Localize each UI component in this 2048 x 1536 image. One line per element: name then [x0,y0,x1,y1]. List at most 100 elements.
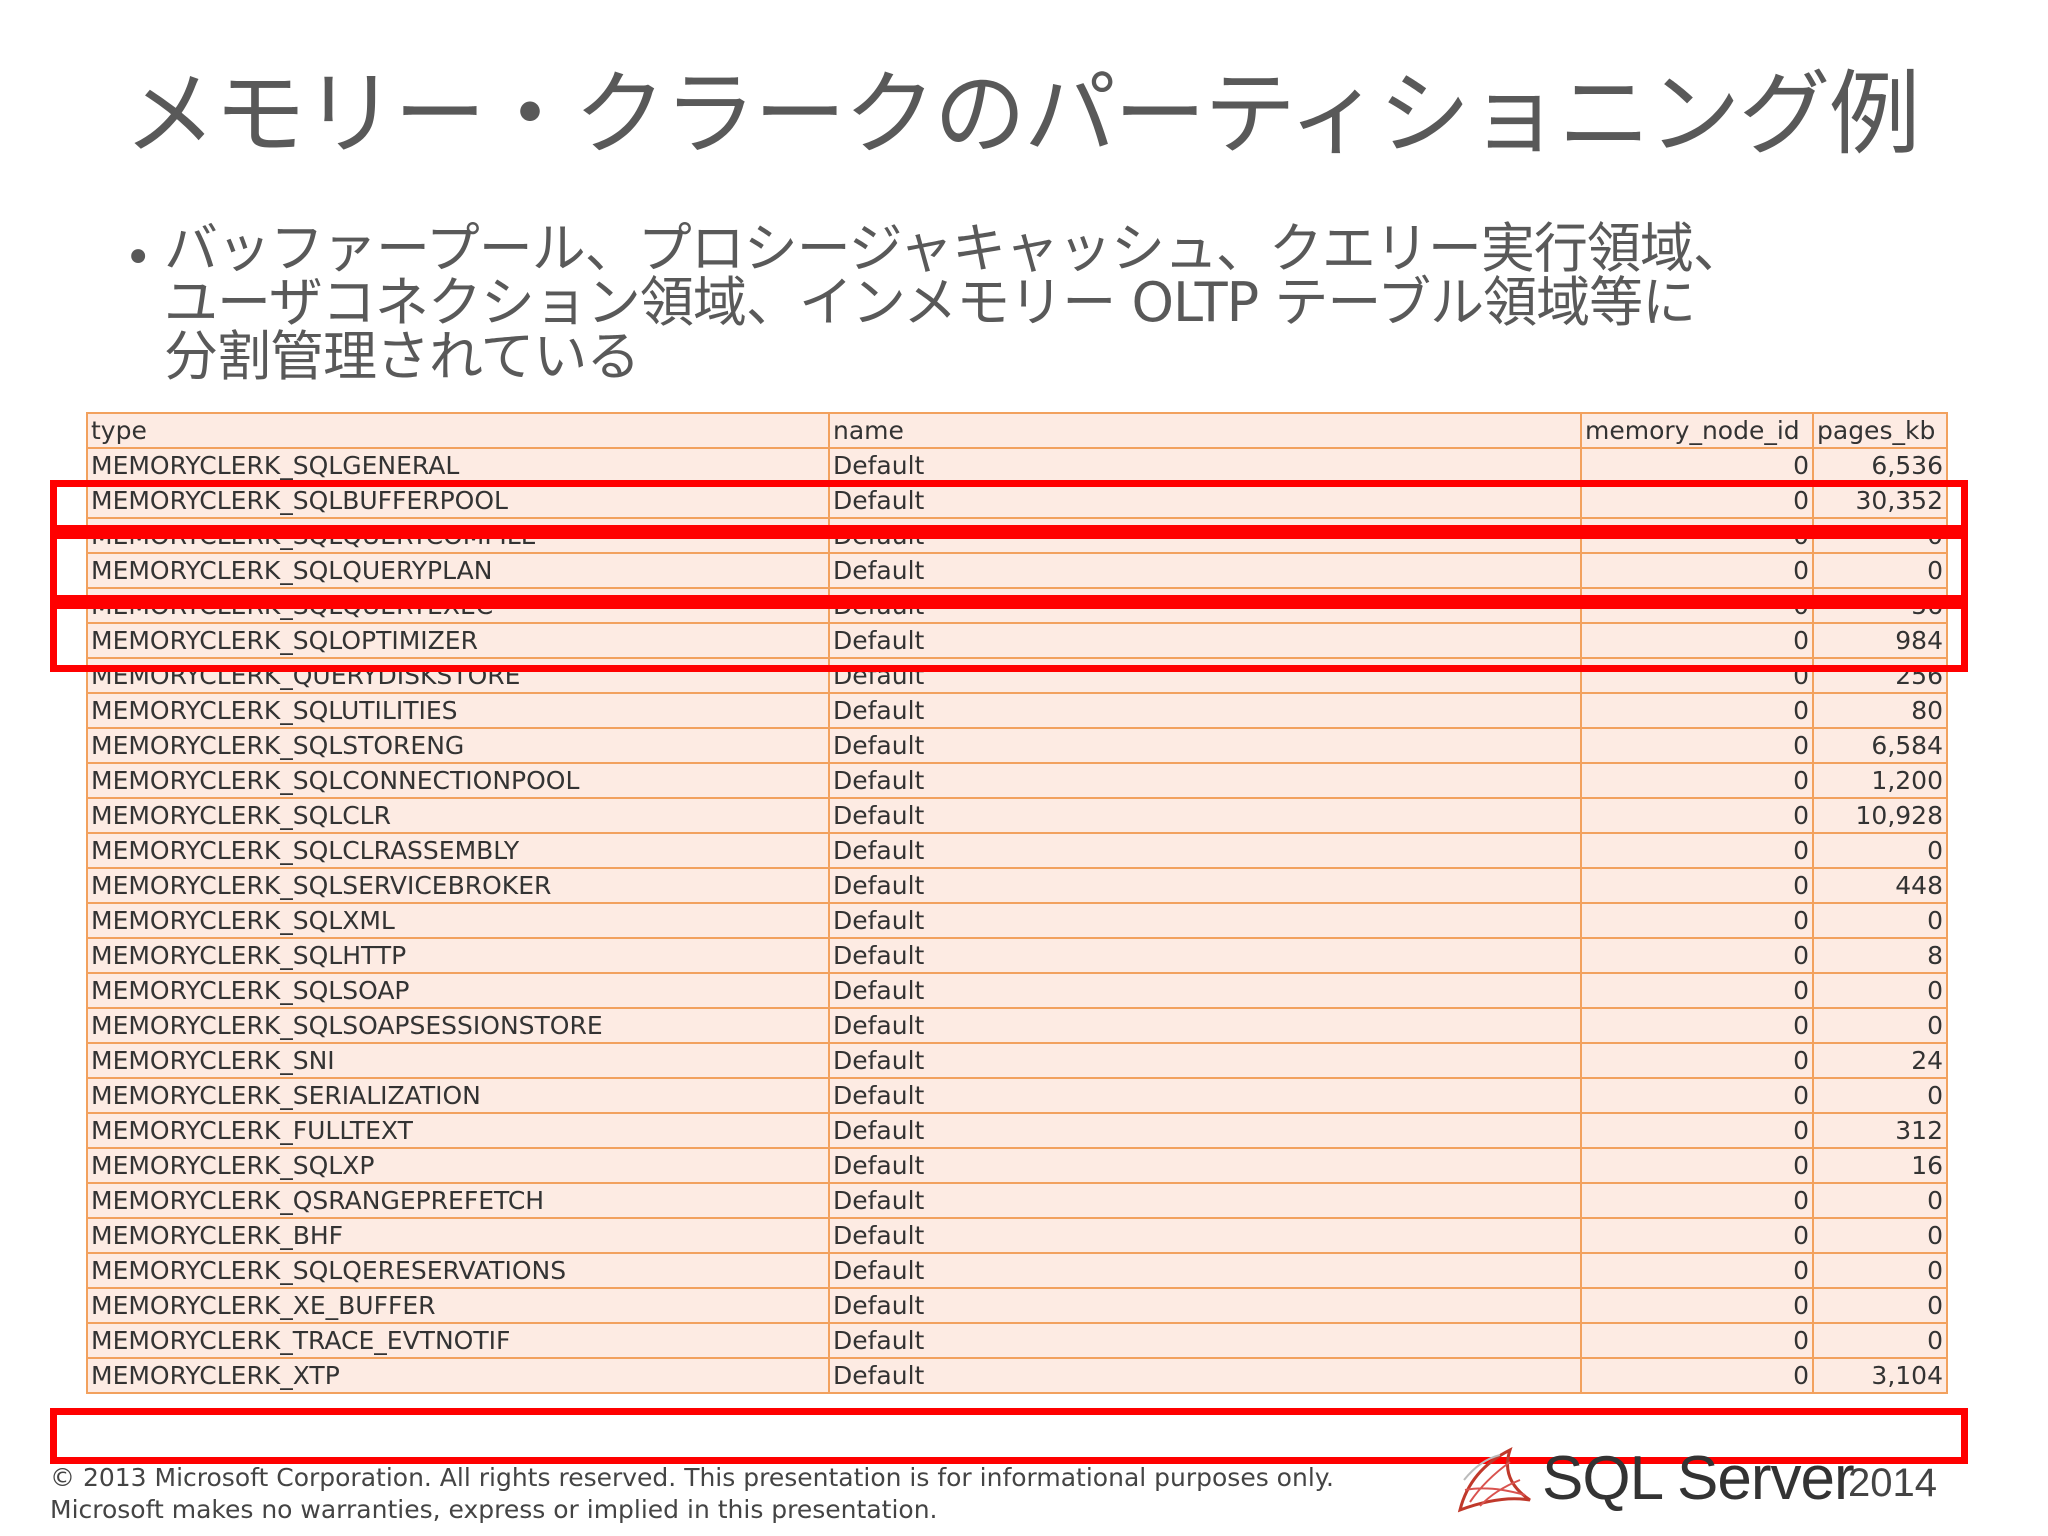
cell-pages-kb: 30,352 [1812,482,1948,519]
table-row: MEMORYCLERK_SQLSOAPSESSIONSTORE Default 0 0 [86,1007,1948,1044]
cell-pages-kb: 0 [1812,1217,1948,1254]
cell-name: Default [828,1252,1582,1289]
cell-type: MEMORYCLERK_XTP [86,1357,830,1394]
memory-clerk-table-container: type name memory_node_id pages_kb MEMORY… [86,412,1948,1394]
cell-type: MEMORYCLERK_SQLSTORENG [86,727,830,764]
cell-name: Default [828,867,1582,904]
cell-name: Default [828,1182,1582,1219]
table-row: MEMORYCLERK_SQLXP Default 0 16 [86,1147,1948,1184]
cell-memory-node-id: 0 [1580,587,1814,624]
table-row: MEMORYCLERK_SQLHTTP Default 0 8 [86,937,1948,974]
cell-memory-node-id: 0 [1580,972,1814,1009]
cell-pages-kb: 0 [1812,517,1948,554]
table-row: MEMORYCLERK_TRACE_EVTNOTIF Default 0 0 [86,1322,1948,1359]
cell-type: MEMORYCLERK_SQLOPTIMIZER [86,622,830,659]
logo-year: 2014 [1848,1461,1937,1505]
cell-name: Default [828,692,1582,729]
cell-pages-kb: 80 [1812,692,1948,729]
cell-memory-node-id: 0 [1580,832,1814,869]
cell-type: MEMORYCLERK_TRACE_EVTNOTIF [86,1322,830,1359]
cell-pages-kb: 56 [1812,587,1948,624]
footer-line: Microsoft makes no warranties, express o… [50,1495,938,1524]
cell-memory-node-id: 0 [1580,1077,1814,1114]
cell-type: MEMORYCLERK_SQLUTILITIES [86,692,830,729]
cell-name: Default [828,727,1582,764]
cell-name: Default [828,937,1582,974]
cell-pages-kb: 984 [1812,622,1948,659]
table-row: MEMORYCLERK_FULLTEXT Default 0 312 [86,1112,1948,1149]
cell-memory-node-id: 0 [1580,1112,1814,1149]
cell-pages-kb: 0 [1812,1182,1948,1219]
cell-type: MEMORYCLERK_SQLCLRASSEMBLY [86,832,830,869]
table-row: MEMORYCLERK_BHF Default 0 0 [86,1217,1948,1254]
cell-name: Default [828,657,1582,694]
cell-memory-node-id: 0 [1580,447,1814,484]
table-row: MEMORYCLERK_SQLQUERYCOMPILE Default 0 0 [86,517,1948,554]
cell-memory-node-id: 0 [1580,517,1814,554]
cell-type: MEMORYCLERK_SQLGENERAL [86,447,830,484]
cell-pages-kb: 0 [1812,832,1948,869]
cell-memory-node-id: 0 [1580,1252,1814,1289]
cell-name: Default [828,762,1582,799]
cell-pages-kb: 3,104 [1812,1357,1948,1394]
table-row: MEMORYCLERK_SQLOPTIMIZER Default 0 984 [86,622,1948,659]
cell-memory-node-id: 0 [1580,1147,1814,1184]
table-row: MEMORYCLERK_SQLCLR Default 0 10,928 [86,797,1948,834]
cell-pages-kb: 16 [1812,1147,1948,1184]
cell-pages-kb: 0 [1812,1077,1948,1114]
bullet-dot-icon: • [124,230,153,286]
cell-type: MEMORYCLERK_SQLHTTP [86,937,830,974]
cell-name: Default [828,552,1582,589]
memory-clerk-table: type name memory_node_id pages_kb MEMORY… [86,412,1948,1394]
cell-name: Default [828,1112,1582,1149]
cell-type: MEMORYCLERK_SQLSOAP [86,972,830,1009]
cell-pages-kb: 0 [1812,1322,1948,1359]
cell-memory-node-id: 0 [1580,482,1814,519]
cell-type: MEMORYCLERK_XE_BUFFER [86,1287,830,1324]
cell-memory-node-id: 0 [1580,1287,1814,1324]
cell-name: Default [828,1147,1582,1184]
copyright-footer: © 2013 Microsoft Corporation. All rights… [50,1462,1334,1526]
table-row: MEMORYCLERK_SQLGENERAL Default 0 6,536 [86,447,1948,484]
cell-pages-kb: 0 [1812,1252,1948,1289]
cell-pages-kb: 0 [1812,902,1948,939]
column-header-name: name [828,412,1582,449]
cell-type: MEMORYCLERK_SQLSOAPSESSIONSTORE [86,1007,830,1044]
cell-pages-kb: 8 [1812,937,1948,974]
table-row: MEMORYCLERK_XTP Default 0 3,104 [86,1357,1948,1394]
cell-memory-node-id: 0 [1580,762,1814,799]
table-row: MEMORYCLERK_XE_BUFFER Default 0 0 [86,1287,1948,1324]
cell-memory-node-id: 0 [1580,867,1814,904]
cell-type: MEMORYCLERK_SQLSERVICEBROKER [86,867,830,904]
cell-type: MEMORYCLERK_SNI [86,1042,830,1079]
sql-server-logo-icon [1457,1447,1531,1513]
cell-type: MEMORYCLERK_SQLXP [86,1147,830,1184]
cell-type: MEMORYCLERK_SQLQERESERVATIONS [86,1252,830,1289]
cell-type: MEMORYCLERK_SQLBUFFERPOOL [86,482,830,519]
column-header-memory-node-id: memory_node_id [1580,412,1814,449]
table-row: MEMORYCLERK_SQLQERESERVATIONS Default 0 0 [86,1252,1948,1289]
table-row: MEMORYCLERK_SQLBUFFERPOOL Default 0 30,352 [86,482,1948,519]
cell-pages-kb: 448 [1812,867,1948,904]
cell-type: MEMORYCLERK_SQLCONNECTIONPOOL [86,762,830,799]
table-row: MEMORYCLERK_SQLSOAP Default 0 0 [86,972,1948,1009]
cell-type: MEMORYCLERK_QSRANGEPREFETCH [86,1182,830,1219]
cell-name: Default [828,1357,1582,1394]
cell-pages-kb: 6,536 [1812,447,1948,484]
cell-memory-node-id: 0 [1580,1007,1814,1044]
cell-memory-node-id: 0 [1580,622,1814,659]
table-header-row: type name memory_node_id pages_kb [86,412,1948,449]
slide-title: メモリー・クラークのパーティショニング例 [124,61,1920,168]
cell-pages-kb: 0 [1812,1007,1948,1044]
bullet-text: バッファープール、プロシージャキャッシュ、クエリー実行領域、 ユーザコネクション… [164,217,1747,384]
cell-name: Default [828,902,1582,939]
bullet-line: バッファープール、プロシージャキャッシュ、クエリー実行領域、 [164,217,1747,280]
cell-memory-node-id: 0 [1580,902,1814,939]
cell-name: Default [828,1287,1582,1324]
cell-pages-kb: 6,584 [1812,727,1948,764]
cell-name: Default [828,1007,1582,1044]
cell-name: Default [828,1322,1582,1359]
cell-name: Default [828,1042,1582,1079]
cell-memory-node-id: 0 [1580,1357,1814,1394]
cell-name: Default [828,1217,1582,1254]
